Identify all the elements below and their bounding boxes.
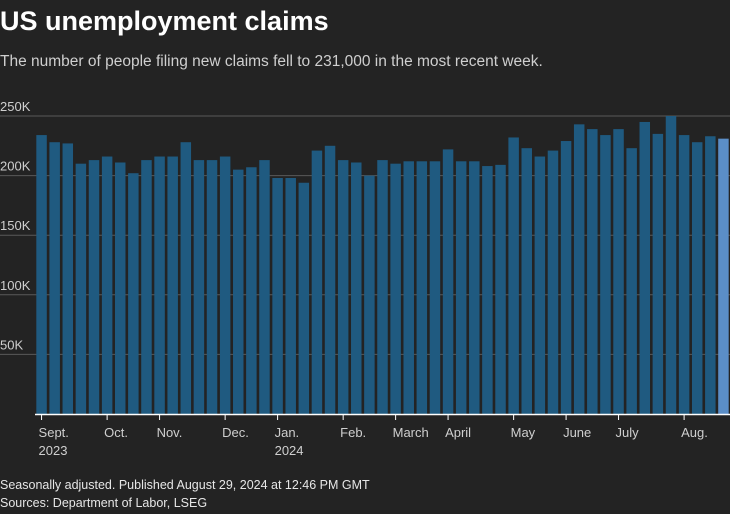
bar — [180, 142, 192, 414]
x-tick-label: June — [563, 425, 591, 440]
x-tick-sublabel: 2023 — [39, 443, 68, 458]
x-tick-label: May — [511, 425, 536, 440]
bar — [49, 142, 60, 414]
x-tick-label: Oct. — [104, 425, 128, 440]
bar — [272, 177, 283, 414]
bar — [337, 160, 349, 414]
x-tick-label: Nov. — [157, 425, 183, 440]
bar — [495, 164, 506, 414]
bar — [167, 156, 178, 414]
source-note: Sources: Department of Labor, LSEG — [0, 496, 208, 510]
bar — [75, 163, 87, 414]
y-tick-label: 150K — [0, 218, 31, 233]
x-tick-label: April — [445, 425, 471, 440]
bar — [36, 135, 47, 414]
bar — [364, 175, 375, 414]
bar — [219, 156, 231, 414]
bar — [639, 121, 651, 415]
bar — [626, 148, 637, 414]
bar — [560, 141, 572, 414]
bar — [101, 156, 113, 414]
chart-subtitle: The number of people filing new claims f… — [0, 53, 543, 70]
x-tick-sublabel: 2024 — [275, 443, 304, 458]
x-tick-label: Dec. — [222, 425, 249, 440]
bar — [233, 169, 244, 414]
bar — [246, 167, 257, 414]
bar — [521, 148, 532, 414]
x-tick-label: Aug. — [681, 425, 708, 440]
bar — [705, 136, 716, 414]
bar — [128, 173, 139, 414]
bar-chart: 50K 100K 150K 200K 250K Sept. 2023 Oct. Nov. Dec.… — [0, 100, 730, 458]
bar — [573, 124, 585, 414]
bar — [652, 133, 664, 414]
bar — [206, 160, 218, 414]
bar — [455, 161, 467, 414]
bar — [351, 162, 362, 414]
bar — [141, 160, 152, 414]
bar — [298, 182, 310, 414]
x-tick-label: Sept. — [39, 425, 69, 440]
x-tick-label: March — [393, 425, 429, 440]
bar — [429, 161, 441, 414]
bar — [613, 129, 624, 415]
bar — [442, 149, 454, 414]
bar-latest — [718, 138, 729, 414]
y-tick-label: 200K — [0, 159, 31, 174]
bar — [259, 160, 270, 414]
bar — [285, 177, 296, 414]
bar — [482, 166, 493, 414]
bar — [678, 135, 690, 414]
x-tick-label: July — [616, 425, 640, 440]
bar — [390, 163, 401, 414]
bar — [547, 150, 559, 414]
bar — [665, 116, 677, 414]
bar — [587, 129, 598, 415]
bar — [416, 161, 428, 414]
bar — [377, 160, 388, 414]
bar — [311, 150, 323, 414]
bar — [691, 142, 703, 414]
bar — [62, 143, 74, 415]
bar — [324, 145, 336, 415]
bar — [154, 156, 165, 414]
bar — [534, 156, 546, 414]
x-tick-label: Feb. — [340, 425, 366, 440]
bar — [88, 160, 100, 414]
bar — [600, 135, 611, 414]
bar — [403, 161, 414, 414]
y-tick-label: 50K — [0, 337, 23, 352]
bar — [508, 137, 519, 414]
bar — [114, 162, 126, 414]
footnote: Seasonally adjusted. Published August 29… — [0, 478, 370, 492]
bar — [193, 160, 205, 414]
y-tick-label: 250K — [0, 100, 31, 114]
y-tick-label: 100K — [0, 278, 31, 293]
bar — [469, 161, 480, 414]
chart-title: US unemployment claims — [0, 6, 329, 36]
x-tick-label: Jan. — [275, 425, 300, 440]
